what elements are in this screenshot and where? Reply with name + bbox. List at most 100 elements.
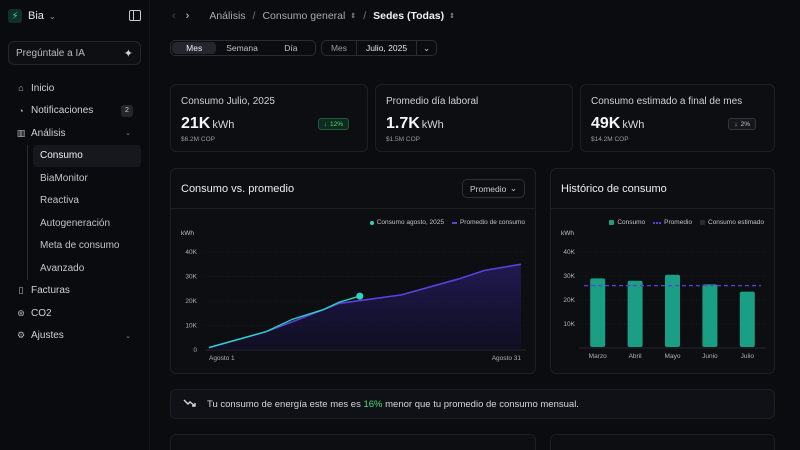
- sidebar: ⚡ Bia ⌄ Pregúntale a IA ✦ ⌂ Inicio ◔ Not…: [0, 0, 150, 450]
- sidebar-item-label: CO2: [31, 307, 52, 319]
- kpi-card-consumo: Consumo Julio, 2025 21K kWh $6.2M COP ↓ 12…: [170, 84, 368, 152]
- period-option-semana[interactable]: Semana: [226, 43, 258, 53]
- bar-consumo: [665, 274, 680, 347]
- sidebar-subitem-reactiva[interactable]: Reactiva: [40, 195, 79, 207]
- legend-swatch: [451, 221, 457, 224]
- y-axis-unit: kWh: [561, 230, 574, 237]
- kpi-title: Promedio día laboral: [386, 96, 479, 107]
- period-segmented-control: Mes Semana Día: [170, 40, 316, 56]
- legend-label: Promedio: [664, 219, 692, 226]
- legend-item-consumo: Consumo agosto, 2025: [369, 219, 444, 226]
- chevron-down-icon: ⌄: [125, 332, 131, 340]
- breadcrumb-analisis[interactable]: Análisis: [209, 10, 246, 22]
- legend-item-promedio: Promedio de consumo: [451, 219, 525, 226]
- ask-ai-placeholder: Pregúntale a IA: [16, 47, 85, 59]
- workspace-switcher[interactable]: ⚡ Bia ⌄: [8, 0, 141, 32]
- period-option-dia[interactable]: Día: [284, 43, 298, 53]
- range-value[interactable]: Julio, 2025: [357, 41, 417, 55]
- sparkle-icon: ✦: [123, 47, 133, 60]
- breadcrumb: ‹ › Análisis / Consumo general ⇕ / Sedes…: [150, 0, 800, 32]
- breadcrumb-separator: /: [363, 10, 367, 22]
- y-axis-unit: kWh: [181, 230, 194, 237]
- kpi-card-promedio: Promedio día laboral 1.7K kWh $1.5M COP: [375, 84, 573, 152]
- chart-header: Consumo vs. promedio Promedio ⌄: [171, 169, 535, 209]
- sidebar-toggle-icon[interactable]: [129, 10, 141, 21]
- chart-legend: Consumo agosto, 2025 Promedio de consumo: [369, 219, 525, 226]
- x-tick-label: Abril: [629, 353, 643, 360]
- chevron-updown-icon[interactable]: ⇕: [449, 13, 456, 20]
- breadcrumb-consumo-general[interactable]: Consumo general: [262, 10, 346, 22]
- y-tick-label: 40K: [563, 249, 575, 256]
- insight-banner: Tu consumo de energía este mes es 16% me…: [170, 389, 775, 419]
- kpi-cost: $14.2M COP: [591, 136, 629, 143]
- kpi-number: 49K: [591, 115, 621, 132]
- sidebar-item-ajustes[interactable]: ⚙ Ajustes ⌄: [8, 325, 141, 348]
- kpi-change-badge: ↓ 12%: [317, 118, 349, 130]
- kpi-unit: kWh: [622, 119, 645, 131]
- kpi-cost: $1.5M COP: [386, 136, 420, 143]
- chevron-down-icon[interactable]: ⌄: [422, 42, 431, 53]
- bolt-logo-icon: ⚡: [8, 9, 22, 23]
- y-tick-label: 0: [193, 347, 197, 354]
- bar-consumo: [627, 280, 643, 347]
- y-tick-label: 30K: [563, 273, 575, 280]
- sidebar-subitem-biamonitor[interactable]: BiaMonitor: [40, 172, 88, 184]
- sidebar-subitem-autogeneracion[interactable]: Autogeneración: [40, 217, 111, 229]
- bottom-card-left: [170, 434, 536, 450]
- chevron-updown-icon[interactable]: ⇕: [350, 13, 357, 20]
- ask-ai-input[interactable]: Pregúntale a IA ✦: [8, 41, 141, 65]
- kpi-change-badge: ↓ 2%: [728, 118, 756, 130]
- kpi-unit: kWh: [212, 119, 235, 131]
- sidebar-item-inicio[interactable]: ⌂ Inicio: [8, 77, 141, 100]
- legend-item-estimado: Consumo estimado: [700, 219, 764, 226]
- sidebar-item-facturas[interactable]: ▯ Facturas: [8, 280, 141, 303]
- back-icon[interactable]: ‹: [172, 10, 176, 22]
- forward-icon[interactable]: ›: [185, 10, 190, 22]
- sidebar-item-co2[interactable]: ⊛ CO2: [8, 302, 141, 325]
- x-tick-label: Marzo: [589, 353, 607, 360]
- legend-label: Consumo agosto, 2025: [376, 219, 444, 226]
- bottom-card-right: [550, 434, 775, 450]
- sidebar-subitem-avanzado[interactable]: Avanzado: [40, 262, 85, 274]
- y-tick-label: 20K: [563, 297, 575, 304]
- sidebar-item-label: Ajustes: [31, 330, 64, 342]
- kpi-change-value: 12%: [329, 120, 343, 128]
- kpi-value: 49K kWh: [591, 115, 644, 133]
- breadcrumb-separator: /: [252, 10, 256, 22]
- sidebar-subitem-consumo[interactable]: Consumo: [33, 144, 141, 167]
- bar-chart-card: Histórico de consumo Consumo Promedio Co…: [550, 168, 775, 374]
- consumo-end-marker: [356, 292, 364, 300]
- sidebar-subitem-meta-de-consumo[interactable]: Meta de consumo: [40, 240, 120, 252]
- insight-prefix: Tu consumo de energía este mes es: [207, 398, 364, 410]
- breadcrumb-sedes[interactable]: Sedes (Todas): [373, 10, 445, 22]
- sidebar-item-analisis[interactable]: ▥ Análisis ⌄: [8, 122, 141, 145]
- sidebar-item-notificaciones[interactable]: ◔ Notificaciones 2: [8, 100, 141, 123]
- kpi-cost: $6.2M COP: [181, 136, 215, 143]
- sidebar-nav: ⌂ Inicio ◔ Notificaciones 2 ▥ Análisis ⌄…: [8, 77, 141, 347]
- settings-icon: ⚙: [16, 330, 26, 341]
- home-icon: ⌂: [18, 83, 24, 94]
- chart-header: Histórico de consumo: [551, 169, 774, 209]
- range-label: Mes: [322, 41, 357, 55]
- line-chart: 0 10K 20K 30K 40K Agosto 1 Agosto 31: [185, 249, 526, 362]
- kpi-number: 1.7K: [386, 115, 420, 132]
- date-range-picker: Mes Julio, 2025 ⌄: [321, 40, 437, 56]
- y-tick-label: 20K: [185, 298, 197, 305]
- legend-label: Consumo estimado: [708, 219, 764, 226]
- x-tick-label: Julio: [741, 353, 755, 360]
- period-option-mes[interactable]: Mes: [172, 42, 217, 54]
- kpi-title: Consumo Julio, 2025: [181, 96, 275, 107]
- legend-swatch: [700, 220, 705, 225]
- y-tick-label: 10K: [563, 321, 575, 328]
- comparison-dropdown[interactable]: Promedio ⌄: [462, 179, 525, 198]
- kpi-title: Consumo estimado a final de mes: [591, 96, 743, 107]
- bar-chart-icon: ▥: [16, 127, 26, 138]
- trend-down-icon: [183, 398, 197, 411]
- sidebar-item-label: Facturas: [31, 285, 70, 297]
- kpi-change-value: 2%: [740, 120, 750, 128]
- dropdown-value: Promedio: [470, 183, 507, 194]
- bell-icon: ◔: [18, 105, 24, 116]
- y-tick-label: 10K: [185, 323, 197, 330]
- y-tick-label: 40K: [185, 249, 197, 256]
- legend-item-consumo: Consumo: [609, 219, 645, 226]
